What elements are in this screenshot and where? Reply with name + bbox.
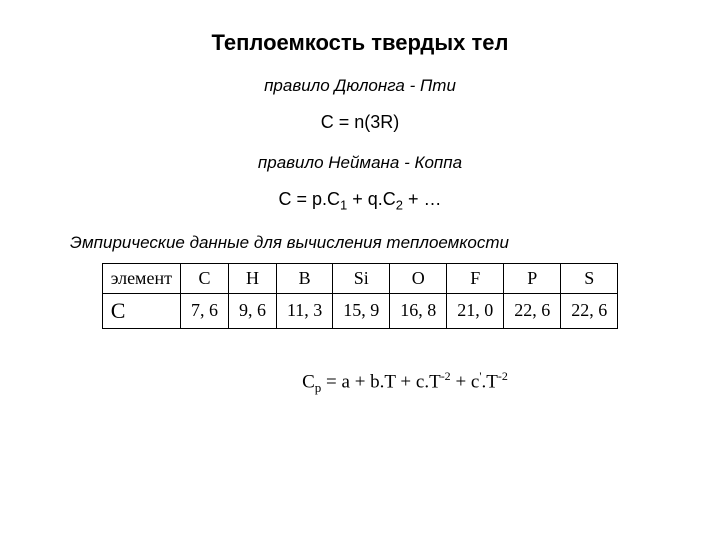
cell: 16, 8 bbox=[390, 293, 447, 328]
cell: B bbox=[276, 263, 332, 293]
formula-2: C = p.C1 + q.C2 + … bbox=[40, 189, 680, 213]
heat-capacity-table: элемент C H B Si O F P S С 7, 6 9, 6 11,… bbox=[102, 263, 619, 329]
polynomial-formula: Cp = a + b.T + c.T-2 + c'.T-2 bbox=[130, 369, 680, 396]
cell: 9, 6 bbox=[228, 293, 276, 328]
poly-dotT: .T bbox=[482, 371, 498, 392]
poly-sup2: -2 bbox=[498, 369, 508, 383]
f2-s2: 2 bbox=[396, 198, 403, 213]
cell: 7, 6 bbox=[180, 293, 228, 328]
row2-label: С bbox=[102, 293, 180, 328]
cell: 22, 6 bbox=[504, 293, 561, 328]
table-row-values: С 7, 6 9, 6 11, 3 15, 9 16, 8 21, 0 22, … bbox=[102, 293, 618, 328]
page-title: Теплоемкость твердых тел bbox=[40, 30, 680, 56]
poly-lhs: C bbox=[302, 371, 315, 392]
f2-post: + … bbox=[403, 189, 442, 209]
cell: S bbox=[561, 263, 618, 293]
cell: O bbox=[390, 263, 447, 293]
cell: C bbox=[180, 263, 228, 293]
cell: 22, 6 bbox=[561, 293, 618, 328]
f2-pre: C = p.C bbox=[278, 189, 340, 209]
cell: F bbox=[447, 263, 504, 293]
rule-1: правило Дюлонга - Пти bbox=[40, 76, 680, 96]
f2-mid: + q.C bbox=[347, 189, 396, 209]
row1-label: элемент bbox=[102, 263, 180, 293]
poly-eq: = a + b.T + c.T bbox=[321, 371, 440, 392]
poly-sup1: -2 bbox=[441, 369, 451, 383]
poly-plus: + c bbox=[451, 371, 480, 392]
cell: 11, 3 bbox=[276, 293, 332, 328]
cell: H bbox=[228, 263, 276, 293]
table-subtitle: Эмпирические данные для вычисления тепло… bbox=[70, 233, 680, 253]
table-row-elements: элемент C H B Si O F P S bbox=[102, 263, 618, 293]
cell: P bbox=[504, 263, 561, 293]
cell: 15, 9 bbox=[333, 293, 390, 328]
cell: Si bbox=[333, 263, 390, 293]
formula-1: C = n(3R) bbox=[40, 112, 680, 133]
cell: 21, 0 bbox=[447, 293, 504, 328]
rule-2: правило Неймана - Коппа bbox=[40, 153, 680, 173]
